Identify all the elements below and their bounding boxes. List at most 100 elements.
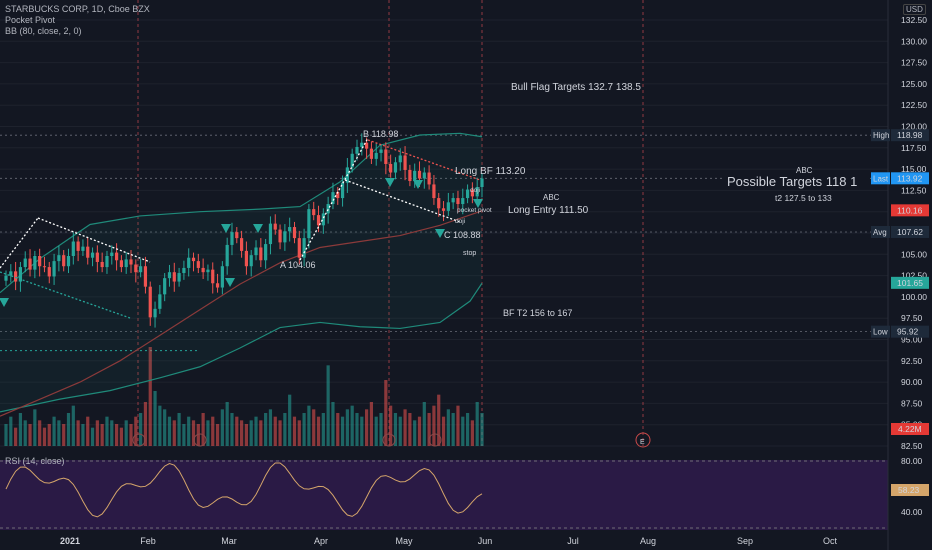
- volume-bar: [196, 424, 200, 446]
- price-label-tag: [871, 129, 890, 142]
- candle-body: [134, 264, 138, 273]
- candle-body: [259, 247, 263, 261]
- event-marker: [428, 433, 442, 447]
- candle-body: [62, 255, 66, 267]
- volume-bar: [427, 413, 431, 446]
- drawings: [0, 137, 651, 448]
- candle-body: [302, 238, 306, 258]
- pocket-pivot-marker: [473, 199, 483, 208]
- candle-body: [408, 169, 412, 182]
- candle-body: [451, 198, 455, 203]
- volume-bar: [389, 405, 393, 446]
- candle-body: [105, 256, 109, 268]
- volume-bar: [417, 416, 422, 446]
- candle-body: [350, 153, 354, 168]
- annotation-bf-t2: BF T2 156 to 167: [503, 308, 572, 318]
- candle-body: [480, 178, 484, 187]
- candle-body: [9, 271, 13, 276]
- y-tick-label: 97.50: [901, 313, 923, 323]
- candle-body: [427, 172, 431, 185]
- pocket-pivot-marker: [413, 180, 423, 189]
- volume-bar: [52, 416, 56, 446]
- volume-bar: [105, 416, 109, 446]
- candle-body: [283, 231, 287, 243]
- legend-title[interactable]: STARBUCKS CORP, 1D, Cboe BZX: [5, 4, 150, 14]
- candle-body: [57, 255, 61, 262]
- bollinger-bands: [0, 132, 483, 417]
- candle-body: [369, 148, 374, 159]
- candle-body: [432, 184, 436, 199]
- y-tick-label: 117.50: [901, 143, 927, 153]
- volume-bar: [369, 402, 374, 446]
- rsi-legend[interactable]: RSI (14, close): [5, 456, 65, 466]
- volume-bar: [134, 416, 138, 446]
- candle-body: [249, 255, 253, 267]
- candle-body: [90, 252, 95, 258]
- volume-bar: [451, 413, 455, 446]
- candle-body: [292, 227, 297, 239]
- volume-bar: [403, 409, 407, 446]
- volume-bar: [437, 394, 441, 446]
- volume-label: 4.22M: [898, 424, 922, 434]
- flag-lower-2: [344, 179, 461, 223]
- candle-body: [38, 256, 42, 267]
- candle-body: [312, 209, 316, 216]
- chart-legend: STARBUCKS CORP, 1D, Cboe BZX Pocket Pivo…: [5, 4, 150, 37]
- volume-bar: [172, 420, 176, 446]
- volume-bar: [456, 405, 460, 446]
- candle-body: [182, 267, 186, 274]
- candle-body: [110, 252, 114, 257]
- volume-bar: [398, 416, 402, 446]
- volume-bar: [215, 424, 220, 446]
- volume-bar: [413, 420, 417, 446]
- candle-body: [456, 198, 460, 205]
- volume-bar: [384, 380, 388, 446]
- volume-bar: [4, 424, 8, 446]
- x-tick-label: Jul: [567, 536, 579, 546]
- annotation-t2: t2 127.5 to 133: [775, 193, 832, 203]
- candle-body: [76, 241, 80, 251]
- price-label-name: Last: [873, 174, 889, 183]
- currency-label[interactable]: USD: [903, 4, 926, 15]
- candle-body: [124, 259, 128, 268]
- volume-bar: [355, 413, 359, 446]
- volume-bar: [350, 405, 354, 446]
- y-tick-label: 130.00: [901, 36, 927, 46]
- volume-bar: [422, 402, 426, 446]
- y-tick-label: 100.00: [901, 292, 927, 302]
- volume-bar: [57, 420, 61, 446]
- price-label-name: Low: [873, 328, 888, 337]
- candle-body: [167, 272, 172, 279]
- volume-bar: [114, 424, 119, 446]
- legend-indicator-bb[interactable]: BB (80, close, 2, 0): [5, 26, 82, 36]
- legend-indicator-pocket-pivot[interactable]: Pocket Pivot: [5, 15, 56, 25]
- volume-bar: [119, 427, 123, 446]
- volume-bar: [326, 365, 330, 446]
- volume-bar: [321, 413, 325, 446]
- y-tick-label: 90.00: [901, 377, 923, 387]
- volume-bars: [4, 347, 484, 446]
- candle-body: [196, 261, 200, 268]
- volume-bar: [393, 413, 398, 446]
- candle-body: [413, 170, 417, 182]
- candle-body: [42, 266, 47, 268]
- volume-bar: [283, 413, 287, 446]
- annotation-stop: stop: [463, 250, 476, 257]
- volume-bar: [374, 416, 378, 446]
- candle-body: [379, 149, 383, 153]
- candle-body: [336, 192, 340, 199]
- y-tick-label: 120.00: [901, 122, 927, 132]
- annotation-abc-mid: ABC: [543, 193, 560, 202]
- x-tick-label: Sep: [737, 536, 753, 546]
- volume-bar: [66, 413, 71, 446]
- volume-bar: [206, 420, 210, 446]
- y-tick-label: 82.50: [901, 441, 923, 451]
- volume-bar: [90, 427, 95, 446]
- candle-body: [297, 238, 301, 258]
- volume-bar: [288, 394, 292, 446]
- candle-body: [268, 223, 273, 245]
- candle-body: [71, 241, 75, 257]
- candle-body: [4, 275, 8, 281]
- volume-bar: [95, 420, 99, 446]
